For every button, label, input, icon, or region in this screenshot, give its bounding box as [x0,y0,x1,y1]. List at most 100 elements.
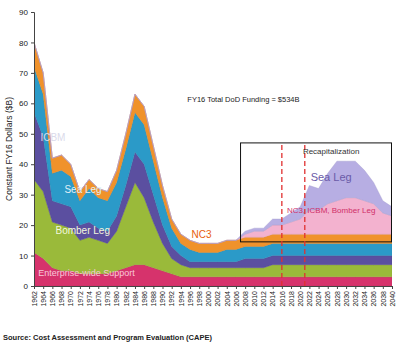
x-tick-label: 1984 [132,291,139,307]
x-tick: 2028 [334,286,341,307]
x-tick-mark [52,286,53,289]
x-tick-label: 2022 [306,291,313,307]
y-tick: 80 [19,39,34,48]
x-tick-label: 2040 [389,291,396,307]
x-tick-mark [126,286,127,289]
x-tick-mark [144,286,145,289]
x-tick-label: 2000 [205,291,212,307]
x-tick: 1968 [58,286,65,307]
y-tick-label: 80 [19,39,28,48]
x-tick: 1970 [67,286,74,307]
x-tick-label: 1982 [123,291,130,307]
x-tick: 2006 [233,286,240,307]
x-tick: 2012 [260,286,267,307]
x-tick: 1996 [187,286,194,307]
x-axis-line [35,287,393,290]
y-tick-label: 10 [19,252,28,261]
x-tick-label: 1986 [141,291,148,307]
x-tick-mark [309,286,310,289]
x-tick-mark [236,286,237,289]
y-axis-line [31,13,35,287]
x-tick: 1986 [141,286,148,307]
y-tick-label: 60 [19,99,28,108]
x-tick-label: 1994 [178,291,185,307]
x-tick-label: 2014 [269,291,276,307]
y-axis: 0102030405060708090 [19,8,34,291]
y-tick-mark [31,42,34,43]
x-tick: 2016 [279,286,286,307]
y-tick: 90 [19,8,34,17]
x-tick-mark [190,286,191,289]
series-area [34,42,392,252]
x-tick-mark [62,286,63,289]
x-tick-mark [218,286,219,289]
x-tick-mark [89,286,90,289]
y-tick-mark [31,225,34,226]
x-tick: 2030 [343,286,350,307]
x-tick-mark [245,286,246,289]
y-tick-label: 20 [19,221,28,230]
x-tick-mark [254,286,255,289]
x-tick: 2022 [306,286,313,307]
x-tick: 1984 [132,286,139,307]
series-label: Sea Leg [64,184,101,195]
y-tick-mark [31,134,34,135]
x-tick-mark [364,286,365,289]
x-tick-label: 1962 [31,291,38,307]
x-tick-mark [383,286,384,289]
x-tick-mark [392,286,393,289]
x-tick: 1988 [150,286,157,307]
series-label: ICBM [40,132,65,143]
y-tick: 40 [19,160,34,169]
x-tick-label: 1974 [86,291,93,307]
series-area [34,42,392,243]
x-tick: 2018 [288,286,295,307]
x-tick-label: 1992 [168,291,175,307]
x-tick-label: 2032 [352,291,359,307]
x-tick: 1978 [104,286,111,307]
x-tick-mark [300,286,301,289]
x-tick-mark [163,286,164,289]
x-tick-mark [227,286,228,289]
y-tick: 20 [19,221,34,230]
x-tick: 1990 [159,286,166,307]
annotation: Recapitalization [303,147,359,156]
x-tick: 1962 [31,286,38,307]
x-tick-label: 1970 [67,291,74,307]
x-tick-label: 1966 [49,291,56,307]
x-tick: 2000 [205,286,212,307]
x-tick-mark [98,286,99,289]
x-tick-label: 1964 [40,291,47,307]
x-tick: 1974 [86,286,93,307]
reference-line [281,143,282,286]
y-tick-mark [31,286,34,287]
x-tick-label: 2020 [297,291,304,307]
x-tick-mark [263,286,264,289]
x-tick-label: 2006 [233,291,240,307]
x-tick-label: 1968 [58,291,65,307]
x-tick-label: 2016 [279,291,286,307]
x-tick-mark [181,286,182,289]
series-label: NC3 [192,229,212,240]
y-tick: 10 [19,252,34,261]
y-tick: 60 [19,99,34,108]
x-tick-mark [328,286,329,289]
x-tick: 2008 [242,286,249,307]
x-tick-mark [346,286,347,289]
x-tick: 1982 [123,286,130,307]
series-label: Enterprise-wide Support [38,268,135,278]
x-tick-mark [355,286,356,289]
x-tick-mark [43,286,44,289]
x-tick-label: 2002 [214,291,221,307]
x-tick-mark [208,286,209,289]
x-tick: 2036 [370,286,377,307]
x-tick-label: 2038 [380,291,387,307]
x-tick: 1992 [168,286,175,307]
y-tick-mark [31,12,34,13]
x-tick-label: 2030 [343,291,350,307]
x-tick-mark [71,286,72,289]
x-axis: 1962196419661968197019721974197619781980… [31,286,396,307]
x-tick: 2032 [352,286,359,307]
x-tick: 2024 [315,286,322,307]
y-tick: 50 [19,130,34,139]
